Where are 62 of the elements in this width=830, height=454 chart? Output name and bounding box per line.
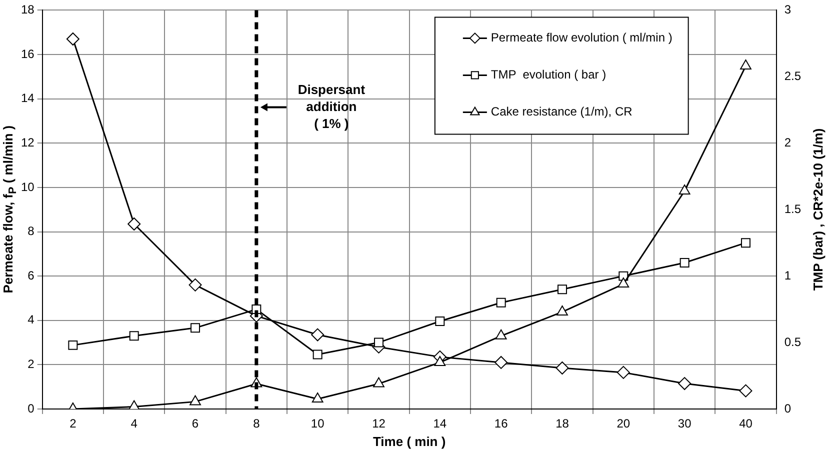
y-tick-label: 14 (20, 91, 35, 106)
point (616, 366, 630, 379)
point (190, 323, 200, 333)
ref-line-label: Dispersant addition ( 1% ) (298, 82, 366, 131)
y2-tick-label: 1.5 (784, 202, 802, 216)
y2-tick-label: 2.5 (784, 68, 802, 83)
y-tick-label: 6 (28, 268, 35, 282)
y-tick-label: 16 (20, 46, 35, 61)
point (66, 32, 80, 46)
point (128, 400, 140, 409)
point (190, 395, 201, 406)
point (311, 328, 324, 342)
x-axis-title: Time ( min ) (372, 434, 446, 449)
point (312, 350, 322, 360)
y-tick-label: 2 (28, 357, 35, 371)
point (494, 356, 508, 369)
point (739, 384, 752, 398)
x-tick-label: 30 (678, 416, 692, 431)
y-tick-label: 8 (28, 224, 35, 238)
point (68, 340, 78, 350)
point (312, 392, 324, 403)
y2-tick-label: 0.5 (784, 334, 802, 349)
y-tick-label: 18 (20, 2, 35, 17)
legend-label: Cake resistance (1/m), CR (490, 104, 633, 119)
point (496, 298, 506, 308)
y2-tick-label: 2 (784, 135, 792, 150)
y-tick-label: 12 (20, 135, 35, 150)
point (495, 329, 507, 340)
x-tick-label: 6 (192, 416, 199, 431)
y-tick-label: 4 (28, 312, 35, 327)
x-tick-label: 14 (433, 416, 447, 431)
x-tick-label: 4 (130, 416, 138, 431)
x-tick-label: 10 (310, 416, 325, 431)
point (556, 362, 569, 375)
legend-label: Permeate flow evolution ( ml/min ) (490, 30, 672, 45)
x-tick-label: 18 (556, 416, 570, 431)
x-tick-label: 12 (372, 416, 386, 431)
point (740, 238, 750, 248)
y2-axis-title: TMP (bar) , CR*2e-10 (1/m) (810, 128, 826, 291)
x-tick-label: 16 (494, 416, 508, 431)
point (618, 278, 630, 288)
x-tick-label: 2 (70, 416, 77, 431)
point (680, 258, 690, 268)
x-tick-label: 8 (253, 416, 260, 431)
point (434, 356, 446, 366)
x-tick-label: 40 (739, 416, 753, 431)
legend-label: TMP evolution ( bar ) (490, 68, 606, 82)
y-tick-label: 0 (28, 401, 35, 416)
point (373, 377, 384, 388)
point (556, 305, 568, 316)
point (374, 338, 384, 348)
point (128, 218, 141, 230)
y2-tick-label: 3 (784, 2, 792, 17)
y2-tick-label: 1 (784, 268, 792, 282)
y2-tick-label: 0 (784, 401, 792, 416)
point (129, 331, 139, 341)
point (188, 278, 202, 292)
point (678, 377, 692, 390)
x-tick-label: 20 (616, 416, 630, 431)
point (558, 284, 567, 294)
point (435, 316, 445, 326)
y-tick-label: 10 (20, 180, 35, 194)
